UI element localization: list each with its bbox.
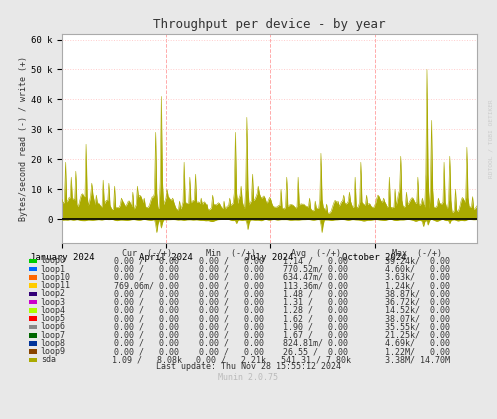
Text: loop0: loop0 — [41, 256, 66, 265]
Text: 3.38M/ 14.70M: 3.38M/ 14.70M — [385, 355, 450, 365]
Text: 0.00 /   0.00: 0.00 / 0.00 — [199, 281, 263, 290]
Text: loop6: loop6 — [41, 323, 66, 331]
Text: 1.22M/   0.00: 1.22M/ 0.00 — [385, 347, 450, 356]
Text: Munin 2.0.75: Munin 2.0.75 — [219, 373, 278, 383]
Text: 0.00 /   0.00: 0.00 / 0.00 — [114, 347, 179, 356]
Text: 0.00 /   0.00: 0.00 / 0.00 — [199, 323, 263, 331]
Text: 0.00 /   0.00: 0.00 / 0.00 — [114, 339, 179, 348]
Text: 0.00 /   0.00: 0.00 / 0.00 — [199, 297, 263, 307]
Text: 14.52k/  0.00: 14.52k/ 0.00 — [385, 306, 450, 315]
Text: 4.69k/   0.00: 4.69k/ 0.00 — [385, 339, 450, 348]
Text: loop10: loop10 — [41, 273, 71, 282]
Text: 769.06m/ 0.00: 769.06m/ 0.00 — [114, 281, 179, 290]
Text: 770.52m/ 0.00: 770.52m/ 0.00 — [283, 265, 348, 274]
Text: 113.36m/ 0.00: 113.36m/ 0.00 — [283, 281, 348, 290]
Text: 1.09 /   8.08k: 1.09 / 8.08k — [112, 355, 181, 365]
Text: loop11: loop11 — [41, 281, 71, 290]
Text: loop2: loop2 — [41, 290, 66, 298]
Title: Throughput per device - by year: Throughput per device - by year — [154, 18, 386, 31]
Text: 0.00 /   0.00: 0.00 / 0.00 — [114, 306, 179, 315]
Text: RDTOOL / TOBI OETIKER: RDTOOL / TOBI OETIKER — [489, 99, 494, 178]
Text: Avg  (-/+): Avg (-/+) — [291, 249, 340, 258]
Text: 35.55k/  0.00: 35.55k/ 0.00 — [385, 323, 450, 331]
Text: 0.00 /   0.00: 0.00 / 0.00 — [199, 290, 263, 298]
Text: 0.00 /   0.00: 0.00 / 0.00 — [114, 331, 179, 340]
Text: loop8: loop8 — [41, 339, 66, 348]
Text: 0.00 /   0.00: 0.00 / 0.00 — [114, 265, 179, 274]
Text: 0.00 /   0.00: 0.00 / 0.00 — [114, 323, 179, 331]
Text: 1.24k/   0.00: 1.24k/ 0.00 — [385, 281, 450, 290]
Text: 0.00 /   0.00: 0.00 / 0.00 — [114, 297, 179, 307]
Text: 0.00 /   0.00: 0.00 / 0.00 — [199, 331, 263, 340]
Text: 0.00 /   0.00: 0.00 / 0.00 — [114, 290, 179, 298]
Text: 634.47m/ 0.00: 634.47m/ 0.00 — [283, 273, 348, 282]
Text: 36.72k/  0.00: 36.72k/ 0.00 — [385, 297, 450, 307]
Text: 4.60k/   0.00: 4.60k/ 0.00 — [385, 265, 450, 274]
Text: 3.63k/   0.00: 3.63k/ 0.00 — [385, 273, 450, 282]
Text: 39.24k/  0.00: 39.24k/ 0.00 — [385, 256, 450, 265]
Text: 0.00 /   0.00: 0.00 / 0.00 — [199, 256, 263, 265]
Text: loop4: loop4 — [41, 306, 66, 315]
Y-axis label: Bytes/second read (-) / write (+): Bytes/second read (-) / write (+) — [19, 56, 28, 221]
Text: 0.00 /   0.00: 0.00 / 0.00 — [199, 347, 263, 356]
Text: 824.81m/ 0.00: 824.81m/ 0.00 — [283, 339, 348, 348]
Text: 1.31 /   0.00: 1.31 / 0.00 — [283, 297, 348, 307]
Text: 0.00 /   0.00: 0.00 / 0.00 — [199, 339, 263, 348]
Text: loop7: loop7 — [41, 331, 66, 340]
Text: Max  (-/+): Max (-/+) — [393, 249, 442, 258]
Text: 1.14 /   0.00: 1.14 / 0.00 — [283, 256, 348, 265]
Text: 0.00 /   0.00: 0.00 / 0.00 — [114, 273, 179, 282]
Text: 1.48 /   0.00: 1.48 / 0.00 — [283, 290, 348, 298]
Text: 26.55 /  0.00: 26.55 / 0.00 — [283, 347, 348, 356]
Text: loop9: loop9 — [41, 347, 66, 356]
Text: 1.67 /   0.00: 1.67 / 0.00 — [283, 331, 348, 340]
Text: 0.00 /   0.00: 0.00 / 0.00 — [114, 256, 179, 265]
Text: 1.62 /   0.00: 1.62 / 0.00 — [283, 314, 348, 323]
Text: loop5: loop5 — [41, 314, 66, 323]
Text: 38.07k/  0.00: 38.07k/ 0.00 — [385, 314, 450, 323]
Text: 0.00 /   0.00: 0.00 / 0.00 — [114, 314, 179, 323]
Text: loop1: loop1 — [41, 265, 66, 274]
Text: 541.31 / 7.80k: 541.31 / 7.80k — [281, 355, 350, 365]
Text: 21.25k/  0.00: 21.25k/ 0.00 — [385, 331, 450, 340]
Text: Last update: Thu Nov 28 15:55:12 2024: Last update: Thu Nov 28 15:55:12 2024 — [156, 362, 341, 371]
Text: 0.00 /   0.00: 0.00 / 0.00 — [199, 273, 263, 282]
Text: 0.00 /   2.21k: 0.00 / 2.21k — [196, 355, 266, 365]
Text: 38.87k/  0.00: 38.87k/ 0.00 — [385, 290, 450, 298]
Text: 0.00 /   0.00: 0.00 / 0.00 — [199, 306, 263, 315]
Text: 1.28 /   0.00: 1.28 / 0.00 — [283, 306, 348, 315]
Text: loop3: loop3 — [41, 297, 66, 307]
Text: Cur  (-/+): Cur (-/+) — [122, 249, 171, 258]
Text: Min  (-/+): Min (-/+) — [206, 249, 256, 258]
Text: 0.00 /   0.00: 0.00 / 0.00 — [199, 314, 263, 323]
Text: sda: sda — [41, 355, 56, 365]
Text: 1.90 /   0.00: 1.90 / 0.00 — [283, 323, 348, 331]
Text: 0.00 /   0.00: 0.00 / 0.00 — [199, 265, 263, 274]
